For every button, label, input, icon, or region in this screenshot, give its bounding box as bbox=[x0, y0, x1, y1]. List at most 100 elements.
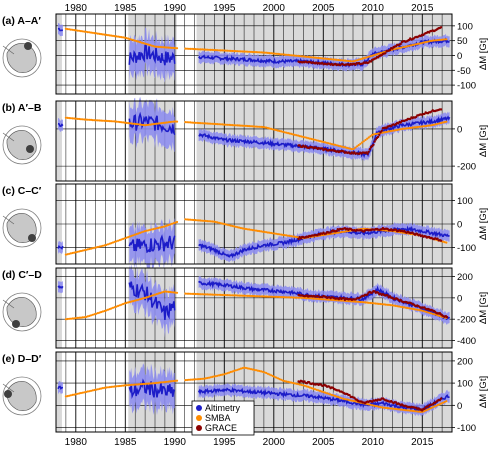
smba-point bbox=[374, 302, 377, 305]
smba-point bbox=[142, 382, 145, 386]
smba-point bbox=[162, 225, 165, 228]
smba-point bbox=[231, 224, 234, 228]
smba-point bbox=[201, 219, 204, 222]
smba-point bbox=[339, 145, 342, 148]
smba-point bbox=[295, 134, 298, 137]
altimetry-line bbox=[128, 281, 176, 320]
smba-point bbox=[377, 302, 380, 305]
smba-point bbox=[169, 46, 172, 49]
smba-point bbox=[189, 378, 192, 381]
smba-point bbox=[169, 380, 172, 383]
grace-point bbox=[367, 150, 370, 153]
y-tick-label: 200 bbox=[457, 356, 473, 367]
smba-point bbox=[273, 375, 276, 378]
smba-point bbox=[115, 35, 118, 38]
smba-point bbox=[78, 117, 81, 121]
grace-point bbox=[399, 42, 402, 46]
smba-point bbox=[64, 27, 67, 30]
smba-point bbox=[364, 301, 367, 304]
smba-point bbox=[95, 119, 98, 122]
smba-point bbox=[170, 120, 173, 123]
legend-label: Altimetry bbox=[205, 403, 241, 413]
smba-point bbox=[206, 376, 209, 380]
panel-4: -400 -200 0 200 ΔM [Gt] (d) C′–D bbox=[2, 264, 489, 349]
smba-point bbox=[324, 298, 327, 301]
y-tick-label: -100 bbox=[457, 81, 476, 92]
smba-point bbox=[123, 36, 126, 39]
smba-point bbox=[322, 140, 325, 144]
smba-point bbox=[271, 232, 274, 235]
smba-point bbox=[315, 388, 318, 391]
smba-point bbox=[154, 122, 157, 125]
smba-point bbox=[170, 291, 173, 294]
smba-point bbox=[127, 122, 130, 125]
map-pointer bbox=[2, 45, 15, 55]
y-axis-label: ΔM [Gt] bbox=[478, 292, 489, 324]
smba-point bbox=[441, 121, 444, 124]
smba-point bbox=[391, 129, 394, 132]
smba-point bbox=[391, 407, 394, 410]
smba-point bbox=[387, 407, 391, 410]
smba-point bbox=[352, 300, 355, 303]
smba-point bbox=[285, 53, 288, 56]
smba-point bbox=[169, 290, 172, 294]
smba-point bbox=[238, 124, 241, 127]
smba-point bbox=[426, 124, 429, 127]
smba-point bbox=[371, 133, 374, 136]
smba-point bbox=[143, 382, 147, 385]
smba-point bbox=[312, 387, 315, 390]
smba-point bbox=[241, 367, 244, 370]
smba-point bbox=[287, 234, 290, 237]
smba-point bbox=[438, 314, 441, 317]
smba-point bbox=[275, 232, 278, 235]
smba-point bbox=[241, 50, 244, 53]
smba-point bbox=[218, 293, 221, 296]
smba-point bbox=[135, 383, 138, 386]
smba-point bbox=[194, 219, 197, 222]
smba-point bbox=[211, 293, 214, 296]
smba-point bbox=[152, 228, 155, 231]
smba-point bbox=[209, 122, 212, 125]
smba-point bbox=[95, 32, 98, 35]
smba-point bbox=[86, 118, 89, 121]
smba-point bbox=[283, 296, 286, 299]
smba-point bbox=[236, 124, 239, 127]
smba-point bbox=[90, 118, 93, 121]
smba-point bbox=[159, 45, 162, 49]
smba-point bbox=[275, 295, 278, 298]
smba-point bbox=[313, 297, 317, 300]
smba-point bbox=[292, 133, 295, 136]
smba-point bbox=[90, 314, 93, 317]
smba-point bbox=[105, 309, 108, 312]
smba-point bbox=[416, 410, 419, 413]
smba-point bbox=[69, 252, 72, 255]
smba-point bbox=[69, 117, 72, 120]
smba-point bbox=[436, 122, 439, 125]
smba-point bbox=[236, 294, 239, 297]
smba-point bbox=[258, 125, 261, 128]
smba-point bbox=[106, 308, 110, 311]
smba-point bbox=[175, 120, 179, 123]
smba-point bbox=[443, 241, 446, 244]
smba-point bbox=[287, 53, 290, 57]
smba-point bbox=[224, 294, 227, 297]
smba-point bbox=[150, 123, 153, 126]
y-axis-label: ΔM [Gt] bbox=[478, 38, 489, 70]
smba-point bbox=[206, 122, 209, 125]
smba-point bbox=[79, 249, 83, 253]
smba-point bbox=[317, 297, 320, 300]
smba-point bbox=[273, 128, 276, 131]
smba-point bbox=[164, 46, 167, 49]
smba-point bbox=[248, 294, 251, 297]
smba-point bbox=[207, 293, 211, 296]
smba-point bbox=[174, 221, 177, 224]
smba-point bbox=[423, 41, 426, 44]
smba-point bbox=[342, 145, 345, 149]
smba-point bbox=[125, 384, 128, 387]
smba-point bbox=[105, 243, 108, 246]
smba-point bbox=[199, 48, 202, 51]
smba-point bbox=[303, 296, 306, 300]
smba-point bbox=[160, 381, 163, 384]
smba-point bbox=[288, 381, 291, 384]
smba-point bbox=[416, 125, 419, 129]
